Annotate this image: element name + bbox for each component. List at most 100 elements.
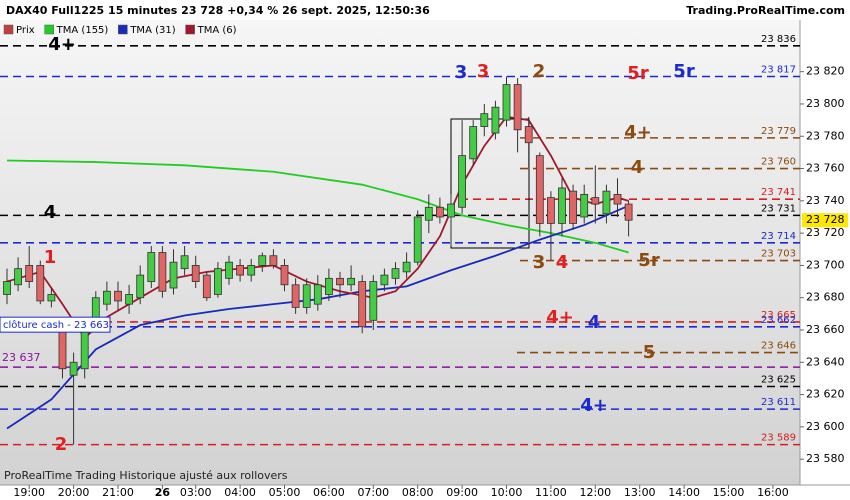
candle-body bbox=[258, 255, 267, 266]
moving-average-line bbox=[6, 159, 629, 254]
candle-body bbox=[125, 294, 133, 305]
x-tick-label: 03:00 bbox=[180, 486, 212, 499]
level-annotation: 5r bbox=[638, 250, 660, 271]
legend-swatch bbox=[44, 24, 54, 35]
y-tick-label: 23 820 bbox=[806, 65, 845, 78]
candle-body bbox=[102, 290, 111, 305]
candle-body bbox=[535, 155, 544, 224]
level-annotation: 4 bbox=[556, 252, 569, 273]
cash-close-label: clôture cash - 23 663 bbox=[3, 319, 109, 331]
level-label: 23 741 bbox=[761, 187, 796, 198]
x-tick-label: 04:00 bbox=[224, 486, 256, 499]
candle-body bbox=[391, 268, 400, 279]
candle-body bbox=[402, 261, 411, 273]
candle-body bbox=[358, 281, 367, 328]
y-tick-label: 23 740 bbox=[806, 194, 845, 207]
candle-body bbox=[158, 252, 167, 292]
candle-body bbox=[69, 361, 78, 376]
y-tick-label: 23 680 bbox=[806, 291, 845, 304]
level-label: 23 589 bbox=[761, 433, 796, 444]
candle-body bbox=[136, 274, 145, 299]
level-label: 23 779 bbox=[761, 126, 796, 137]
x-tick-label: 11:00 bbox=[535, 486, 567, 499]
legend-swatch bbox=[185, 24, 195, 35]
legend-label: TMA (6) bbox=[197, 25, 237, 36]
candle-body bbox=[36, 265, 45, 302]
candle-body bbox=[247, 265, 256, 276]
level-annotation: 3 bbox=[455, 62, 468, 83]
candle-body bbox=[325, 277, 333, 295]
candle-body bbox=[413, 216, 422, 263]
candle-body bbox=[236, 265, 244, 276]
range-box bbox=[450, 118, 530, 249]
x-tick-label: 21:00 bbox=[102, 486, 134, 499]
level-annotation: 4+ bbox=[624, 122, 652, 143]
level-label: 23 817 bbox=[761, 65, 796, 76]
candle-body bbox=[180, 255, 189, 270]
candle-body bbox=[58, 326, 67, 370]
x-tick-label: 07:00 bbox=[357, 486, 389, 499]
plot-area bbox=[0, 20, 800, 485]
level-label: 23 665 bbox=[761, 310, 796, 321]
y-tick-label: 23 600 bbox=[806, 420, 845, 433]
level-label: 23 836 bbox=[761, 34, 796, 45]
candle-body bbox=[3, 281, 11, 295]
x-tick-label: 26 bbox=[155, 486, 171, 499]
candle-body bbox=[347, 277, 356, 286]
x-tick-label: 20:00 bbox=[58, 486, 90, 499]
level-annotation: 2 bbox=[55, 434, 68, 455]
level-annotation: 5r bbox=[627, 63, 649, 84]
candle-body bbox=[613, 193, 622, 205]
candle-body bbox=[280, 265, 289, 286]
candle-body bbox=[580, 193, 589, 218]
candle-body bbox=[524, 126, 533, 144]
candle-body bbox=[191, 265, 200, 282]
y-tick-label: 23 800 bbox=[806, 97, 845, 110]
level-label: 23 714 bbox=[761, 231, 796, 242]
candle-body bbox=[313, 284, 322, 305]
candle-body bbox=[547, 197, 555, 224]
level-annotation: 3 bbox=[533, 252, 546, 273]
candle-body bbox=[436, 206, 444, 218]
candle-body bbox=[336, 277, 344, 286]
cash-close-box bbox=[0, 316, 111, 333]
candle-body bbox=[369, 281, 378, 321]
level-annotation: 4+ bbox=[546, 307, 574, 328]
x-tick-label: 10:00 bbox=[491, 486, 523, 499]
source: Trading.ProRealTime.com bbox=[686, 4, 845, 17]
candle-body bbox=[558, 187, 566, 224]
candle-body bbox=[147, 252, 156, 282]
legend-swatch bbox=[3, 24, 14, 35]
candle-body bbox=[25, 265, 34, 282]
candle-body bbox=[502, 84, 511, 121]
candle-body bbox=[469, 126, 478, 160]
candle-body bbox=[302, 284, 311, 308]
level-label: 23 637 bbox=[2, 351, 41, 364]
x-tick-label: 16:00 bbox=[757, 486, 789, 499]
level-label: 23 662 bbox=[761, 315, 796, 326]
candle-body bbox=[480, 113, 489, 127]
last-price-box bbox=[802, 213, 848, 228]
candle-body bbox=[447, 203, 455, 218]
x-tick-label: 12:00 bbox=[579, 486, 611, 499]
level-annotation: 4+ bbox=[580, 395, 608, 416]
x-tick-label: 06:00 bbox=[313, 486, 345, 499]
level-annotation: 4 bbox=[631, 157, 644, 178]
candle-body bbox=[624, 203, 633, 221]
y-tick-label: 23 760 bbox=[806, 162, 845, 175]
legend-swatch bbox=[118, 24, 128, 35]
chart-title: DAX40 Full1225 15 minutes 23 728 +0,34 %… bbox=[6, 4, 430, 17]
level-annotation: 5 bbox=[643, 342, 656, 363]
x-tick-label: 09:00 bbox=[446, 486, 478, 499]
legend-label: Prix bbox=[16, 25, 35, 36]
level-label: 23 760 bbox=[761, 157, 796, 168]
footer: ProRealTime Trading Historique ajusté au… bbox=[4, 469, 288, 482]
y-tick-label: 23 700 bbox=[806, 258, 845, 271]
candle-body bbox=[80, 326, 89, 370]
candle-body bbox=[569, 190, 578, 224]
y-tick-label: 23 720 bbox=[806, 226, 845, 239]
y-tick-label: 23 580 bbox=[806, 452, 845, 465]
level-annotation: 5r bbox=[673, 61, 695, 82]
level-annotation: 1 bbox=[44, 247, 57, 268]
